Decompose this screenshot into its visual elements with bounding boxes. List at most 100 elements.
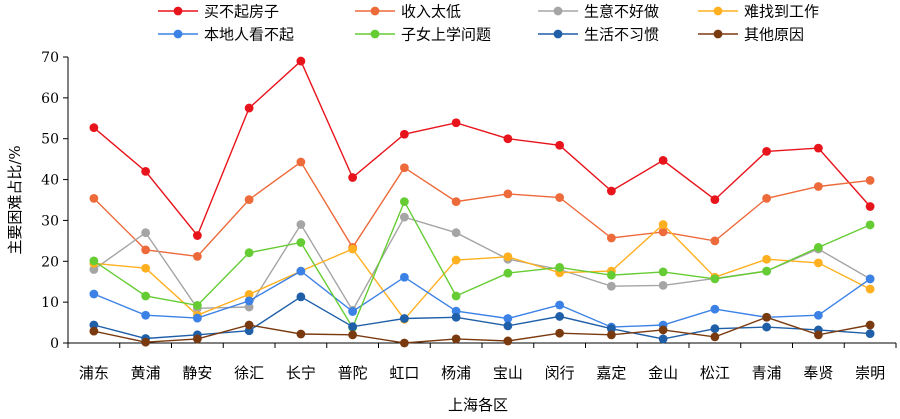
data-point — [141, 291, 151, 301]
data-point — [244, 248, 254, 258]
data-point — [865, 274, 875, 284]
data-point — [89, 265, 99, 274]
data-point — [89, 326, 99, 336]
data-point — [658, 220, 668, 229]
data-point — [141, 310, 151, 320]
data-point — [296, 266, 306, 276]
legend-item: 收入太低 — [355, 3, 461, 21]
legend-swatch-marker — [713, 6, 723, 16]
series-line — [93, 199, 871, 330]
axes: 0 10 20 30 40 50 60 70 浦东 黄浦 静安 徐汇 长宁 普陀 虹口 杨浦 宝山 闵行 嘉定 金山 松… — [41, 50, 897, 382]
series-line — [93, 295, 871, 340]
legend-item: 生活不习惯 — [538, 26, 659, 44]
x-tick-label: 崇明 — [855, 364, 885, 382]
series-line — [93, 316, 871, 344]
x-tick-label: 普陀 — [338, 364, 368, 382]
series-line — [93, 160, 871, 258]
data-point — [865, 329, 875, 339]
data-point — [865, 175, 875, 185]
data-point — [141, 167, 151, 176]
data-point — [89, 123, 99, 133]
data-point — [606, 186, 616, 196]
data-point — [710, 236, 720, 246]
series-1 — [89, 56, 875, 240]
data-point — [606, 270, 616, 280]
data-point — [503, 252, 513, 262]
data-point — [244, 289, 254, 299]
series-4 — [89, 220, 875, 324]
data-point — [141, 337, 151, 347]
data-point — [192, 301, 202, 310]
data-point — [244, 302, 254, 312]
data-point — [606, 233, 616, 243]
data-point — [865, 320, 875, 330]
data-point — [399, 314, 409, 323]
y-tick-label: 40 — [41, 173, 59, 189]
data-point — [606, 324, 616, 334]
legend-item: 买不起房子 — [158, 3, 279, 21]
y-tick-label: 20 — [41, 254, 59, 270]
data-point — [348, 244, 358, 254]
data-point — [244, 195, 254, 204]
data-point — [141, 228, 151, 238]
data-point — [399, 163, 409, 173]
data-point — [503, 134, 513, 144]
data-point — [658, 227, 668, 237]
data-point — [710, 274, 720, 284]
series-line — [93, 59, 871, 237]
data-point — [813, 310, 823, 320]
legend-item: 生意不好做 — [538, 3, 659, 21]
data-point — [865, 202, 875, 211]
x-tick-label: 青浦 — [752, 364, 782, 382]
data-point — [348, 330, 358, 340]
data-point — [244, 320, 254, 330]
data-point — [503, 268, 513, 278]
data-point — [658, 267, 668, 277]
data-point — [451, 228, 461, 238]
data-point — [296, 157, 306, 167]
data-point — [348, 173, 358, 182]
series-8 — [89, 312, 875, 348]
x-tick-label: 虹口 — [389, 364, 419, 382]
data-point — [296, 56, 306, 66]
legend-label: 买不起房子 — [204, 3, 279, 21]
data-point — [451, 255, 461, 265]
data-point — [296, 238, 306, 247]
data-point — [503, 321, 513, 331]
data-point — [451, 118, 461, 128]
data-point — [606, 281, 616, 291]
legend-label: 子女上学问题 — [401, 26, 491, 44]
x-tick-label: 长宁 — [286, 364, 316, 382]
data-point — [451, 306, 461, 316]
legend-swatch-marker — [173, 29, 183, 39]
legend-label: 生活不习惯 — [584, 26, 659, 44]
data-point — [555, 328, 565, 338]
legend-label: 难找到工作 — [744, 3, 819, 21]
data-point — [762, 266, 772, 276]
data-point — [89, 193, 99, 203]
y-tick-label: 10 — [41, 295, 59, 311]
series-line — [93, 223, 871, 321]
legend-item: 其他原因 — [698, 26, 804, 44]
data-point — [451, 291, 461, 301]
data-point — [813, 330, 823, 340]
data-point — [296, 329, 306, 339]
data-point — [813, 143, 823, 153]
series-layer — [89, 56, 875, 348]
data-point — [244, 296, 254, 306]
data-point — [141, 263, 151, 273]
data-point — [503, 314, 513, 323]
data-point — [762, 193, 772, 203]
x-tick-label: 静安 — [182, 364, 212, 382]
data-point — [89, 289, 99, 299]
legend-swatch-marker — [370, 29, 380, 39]
x-tick-label: 奉贤 — [803, 364, 833, 382]
series-6 — [89, 197, 875, 332]
data-point — [762, 322, 772, 332]
data-point — [503, 336, 513, 346]
y-axis-title: 主要困难占比/% — [6, 145, 24, 254]
data-point — [244, 103, 254, 113]
